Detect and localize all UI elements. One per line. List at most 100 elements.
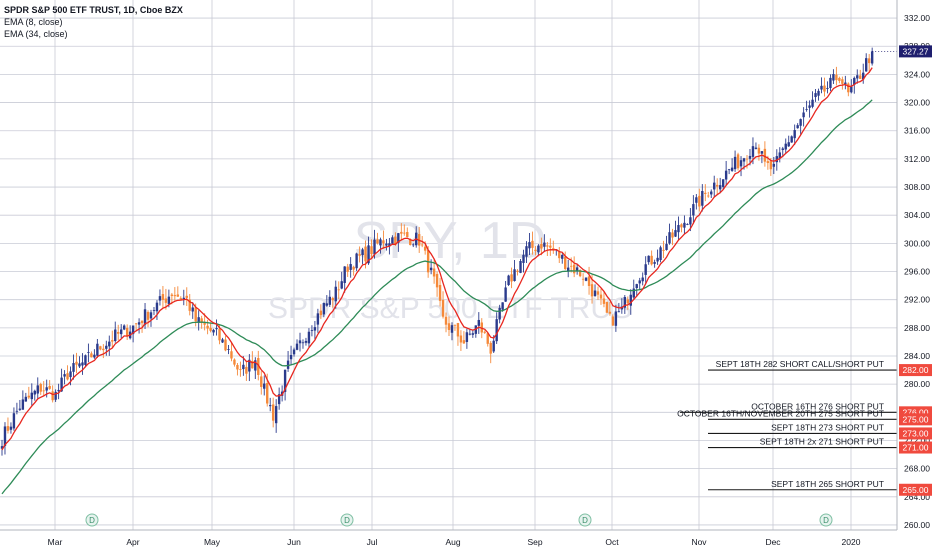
candle-body	[468, 333, 472, 335]
price-level[interactable]: SEPT 18TH 273 SHORT PUT	[708, 422, 897, 434]
candle-body	[337, 289, 340, 291]
candle	[465, 328, 469, 349]
candle	[185, 287, 188, 306]
candle	[125, 324, 129, 340]
candle-body	[525, 246, 528, 257]
candle	[236, 362, 239, 376]
svg-text:271.00: 271.00	[903, 443, 929, 453]
candle-body	[254, 360, 257, 371]
candle-body	[260, 376, 263, 387]
candle	[710, 189, 713, 199]
candle-body	[15, 410, 19, 412]
candle-body	[146, 311, 150, 320]
y-tick-label: 288.00	[904, 323, 930, 333]
candle-body	[486, 333, 489, 344]
candle-body	[870, 51, 874, 64]
price-level[interactable]: OCTOBER 16TH/NOVEMBER 20TH 275 SHORT PUT	[677, 408, 897, 420]
candle-body	[152, 310, 156, 311]
price-level[interactable]: SEPT 18TH 282 SHORT CALL/SHORT PUT	[708, 359, 897, 371]
candle	[63, 370, 66, 385]
candle-body	[558, 252, 561, 259]
candle-body	[701, 191, 704, 206]
candle-body	[289, 354, 293, 360]
candle	[754, 142, 758, 150]
candle	[176, 286, 180, 298]
candle-body	[611, 316, 615, 326]
candle-body	[501, 302, 504, 310]
candle	[683, 215, 686, 235]
candle-body	[730, 167, 734, 171]
candle	[695, 194, 698, 210]
price-level-label: SEPT 18TH 273 SHORT PUT	[771, 422, 884, 432]
candle	[856, 69, 859, 84]
candle-body	[69, 371, 72, 378]
candle	[537, 244, 540, 257]
candle	[248, 354, 251, 382]
price-level[interactable]: SEPT 18TH 265 SHORT PUT	[708, 479, 897, 491]
candle	[716, 178, 719, 195]
candle	[137, 318, 141, 334]
candle-body	[328, 296, 331, 305]
candle	[90, 351, 93, 358]
candle-body	[239, 369, 242, 370]
candle-body	[528, 242, 531, 249]
dividend-marker[interactable]: D	[578, 513, 592, 527]
candle-body	[745, 158, 749, 160]
candle	[447, 316, 451, 337]
candle-body	[376, 239, 379, 244]
candle-body	[406, 232, 409, 238]
candle	[277, 387, 281, 410]
candle-body	[665, 244, 668, 250]
indicator-ema34-label[interactable]: EMA (34, close)	[4, 29, 68, 39]
dividend-marker[interactable]: D	[340, 513, 354, 527]
candle-body	[66, 373, 69, 380]
candle-body	[608, 311, 612, 314]
candle	[209, 322, 212, 333]
candle	[561, 253, 564, 264]
candle-body	[733, 156, 737, 170]
candle-body	[325, 303, 329, 306]
candle-body	[751, 146, 755, 157]
candle-body	[569, 265, 573, 267]
dividend-marker[interactable]: D	[819, 513, 833, 527]
candle	[653, 259, 656, 268]
candle-body	[653, 262, 656, 264]
x-tick-label: Jul	[367, 537, 378, 547]
candle	[802, 107, 805, 127]
candle	[543, 234, 546, 253]
ema8-line[interactable]	[1, 67, 873, 451]
candle-body	[221, 339, 224, 343]
price-level[interactable]: OCTOBER 16TH 276 SHORT PUT	[680, 401, 897, 413]
x-tick-label: May	[204, 537, 221, 547]
candle-body	[33, 390, 36, 395]
candle	[453, 324, 457, 331]
candle-body	[134, 323, 138, 325]
candle	[671, 228, 674, 246]
candle-body	[632, 288, 635, 298]
candle	[385, 238, 388, 251]
candle-body	[304, 340, 308, 343]
candle-body	[775, 156, 778, 163]
y-tick-label: 264.00	[904, 492, 930, 502]
candle	[808, 100, 811, 118]
price-level[interactable]: SEPT 18TH 2x 271 SHORT PUT	[708, 437, 897, 449]
candle	[575, 263, 579, 275]
candle-body	[319, 310, 323, 316]
candle	[42, 381, 45, 397]
candle	[33, 389, 36, 401]
dividend-marker[interactable]: D	[85, 513, 99, 527]
candle-body	[346, 266, 349, 272]
x-tick-label: Jun	[287, 537, 301, 547]
candle	[817, 88, 820, 101]
x-tick-label: Aug	[445, 537, 460, 547]
candle-body	[301, 342, 305, 344]
candle-body	[176, 294, 180, 297]
y-tick-label: 312.00	[904, 154, 930, 164]
candle	[60, 368, 63, 392]
indicator-ema8-label[interactable]: EMA (8, close)	[4, 17, 63, 27]
candle-body	[757, 147, 761, 154]
candle	[489, 341, 492, 364]
candle-body	[409, 239, 412, 245]
